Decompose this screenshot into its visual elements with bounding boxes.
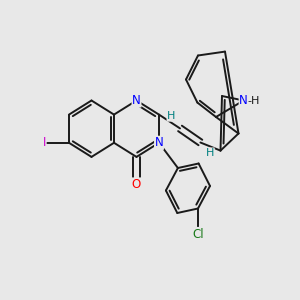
Text: N: N (239, 94, 248, 107)
Text: -H: -H (248, 95, 260, 106)
Text: N: N (132, 94, 141, 107)
Text: Cl: Cl (192, 227, 204, 241)
Text: O: O (132, 178, 141, 191)
Text: I: I (43, 136, 46, 149)
Text: N: N (154, 136, 164, 149)
Text: H: H (206, 148, 214, 158)
Text: H: H (167, 111, 176, 121)
